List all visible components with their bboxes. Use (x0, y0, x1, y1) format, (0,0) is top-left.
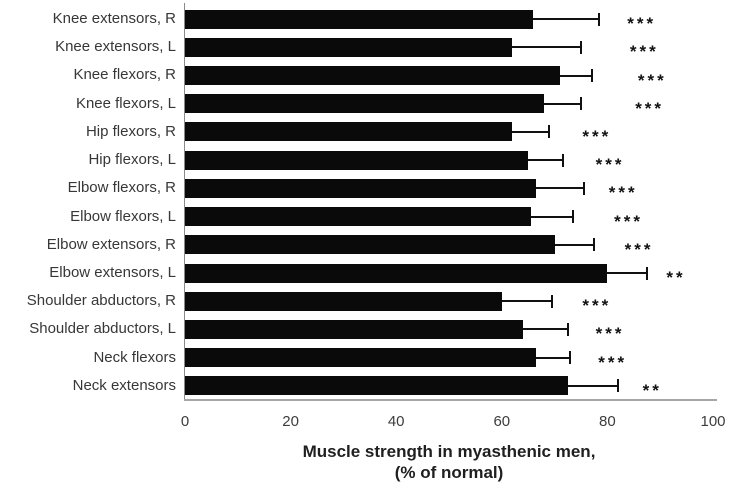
significance-stars: *** (595, 155, 625, 175)
error-bar-cap (548, 125, 551, 139)
error-bar-cap (561, 153, 564, 167)
error-bar-cap (598, 12, 601, 26)
x-axis-title-line2: (% of normal) (394, 463, 504, 482)
error-bar-cap (582, 181, 585, 195)
error-bar (567, 384, 618, 387)
error-bar (607, 272, 647, 275)
significance-stars: *** (637, 70, 667, 90)
bar (185, 9, 534, 29)
category-label: Hip flexors, L (88, 151, 176, 169)
error-bar (544, 102, 581, 105)
significance-stars: *** (627, 14, 657, 34)
bar (185, 178, 537, 198)
category-label: Elbow extensors, R (46, 235, 176, 253)
error-bar (522, 328, 568, 331)
significance-stars: *** (598, 352, 628, 372)
error-bar-cap (616, 379, 619, 393)
significance-stars: ** (666, 268, 686, 288)
x-tick-label: 100 (700, 413, 726, 430)
error-bar-cap (569, 351, 572, 365)
category-label: Shoulder abductors, L (29, 320, 176, 338)
category-label: Elbow extensors, L (49, 263, 176, 281)
bar (185, 291, 502, 311)
bar (185, 235, 555, 255)
error-bar-cap (646, 266, 648, 280)
category-label: Neck flexors (93, 348, 176, 366)
bar (185, 319, 523, 339)
category-label: Elbow flexors, L (70, 207, 176, 225)
category-label: Hip flexors, R (85, 122, 176, 140)
error-bar (536, 356, 571, 359)
x-axis-title-line1: Muscle strength in myasthenic men, (302, 442, 596, 461)
error-bar-cap (566, 322, 569, 336)
significance-stars: *** (608, 183, 638, 203)
x-tick-label: 60 (493, 413, 511, 430)
bar (185, 122, 513, 142)
error-bar-cap (580, 40, 582, 54)
significance-stars: *** (582, 296, 612, 316)
x-tick-label: 40 (387, 413, 405, 430)
significance-stars: *** (614, 211, 643, 231)
error-bar (533, 18, 600, 21)
category-label: Knee extensors, L (55, 38, 176, 56)
x-tick-label: 0 (180, 413, 190, 430)
error-bar (528, 159, 563, 162)
error-bar-cap (580, 97, 582, 111)
x-axis-title: Muscle strength in myasthenic men, (% of… (185, 441, 713, 483)
category-label: Knee flexors, L (75, 94, 176, 112)
error-bar (536, 187, 584, 190)
category-label: Elbow flexors, R (67, 179, 176, 197)
bar (185, 94, 545, 114)
error-bar-cap (572, 210, 575, 224)
bar (185, 37, 513, 57)
bar (185, 207, 531, 227)
error-bar (554, 243, 595, 246)
bar (185, 263, 608, 283)
error-bar (559, 74, 592, 77)
error-bar-cap (550, 294, 553, 308)
bar (185, 150, 529, 170)
error-bar-cap (593, 238, 596, 252)
bar (185, 348, 537, 368)
bar (185, 66, 560, 86)
error-bar (512, 46, 581, 49)
x-tick-label: 20 (282, 413, 299, 430)
significance-stars: *** (635, 98, 665, 118)
error-bar-cap (590, 69, 593, 83)
category-label: Neck extensors (72, 376, 176, 394)
category-label: Shoulder abductors, R (26, 292, 176, 310)
significance-stars: *** (582, 126, 612, 146)
error-bar (512, 130, 550, 133)
significance-stars: ** (642, 380, 662, 400)
significance-stars: *** (629, 42, 659, 62)
x-axis-line (183, 399, 717, 401)
x-tick-label: 80 (599, 413, 616, 430)
error-bar (530, 215, 574, 218)
significance-stars: *** (595, 324, 625, 344)
error-bar (501, 300, 552, 303)
bar (185, 376, 568, 396)
category-label: Knee extensors, R (52, 10, 176, 27)
significance-stars: *** (624, 239, 654, 259)
y-axis-line (183, 3, 185, 400)
category-label: Knee flexors, R (73, 66, 176, 84)
